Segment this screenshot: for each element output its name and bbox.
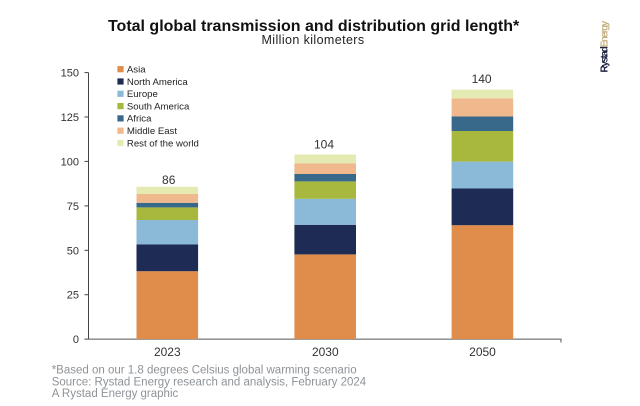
svg-text:2023: 2023 <box>154 345 181 359</box>
svg-text:Total global transmission and: Total global transmission and distributi… <box>108 18 520 35</box>
svg-text:2030: 2030 <box>312 345 339 359</box>
svg-text:0: 0 <box>73 334 79 346</box>
svg-text:86: 86 <box>162 173 176 187</box>
svg-text:Rest of the world: Rest of the world <box>127 138 199 149</box>
svg-text:Asia: Asia <box>127 65 146 76</box>
svg-text:100: 100 <box>61 156 79 168</box>
svg-text:Million kilometers: Million kilometers <box>261 33 364 47</box>
svg-text:125: 125 <box>61 112 79 124</box>
svg-text:150: 150 <box>61 68 79 80</box>
svg-text:A Rystad Energy graphic: A Rystad Energy graphic <box>52 388 179 400</box>
svg-text:2050: 2050 <box>469 345 496 359</box>
svg-text:25: 25 <box>67 290 79 302</box>
svg-text:North America: North America <box>127 77 188 88</box>
svg-text:South America: South America <box>127 101 190 112</box>
svg-text:Source: Rystad Energy research: Source: Rystad Energy research and analy… <box>52 376 367 388</box>
svg-text:75: 75 <box>67 201 79 213</box>
svg-text:104: 104 <box>314 138 334 152</box>
svg-text:50: 50 <box>67 245 79 257</box>
svg-text:RystadEnergy: RystadEnergy <box>600 20 611 72</box>
svg-text:Europe: Europe <box>127 89 158 100</box>
svg-text:*Based on our 1.8 degrees Cels: *Based on our 1.8 degrees Celsius global… <box>52 364 357 376</box>
svg-text:Africa: Africa <box>127 114 152 125</box>
svg-text:140: 140 <box>472 72 492 86</box>
svg-text:Middle East: Middle East <box>127 126 177 137</box>
